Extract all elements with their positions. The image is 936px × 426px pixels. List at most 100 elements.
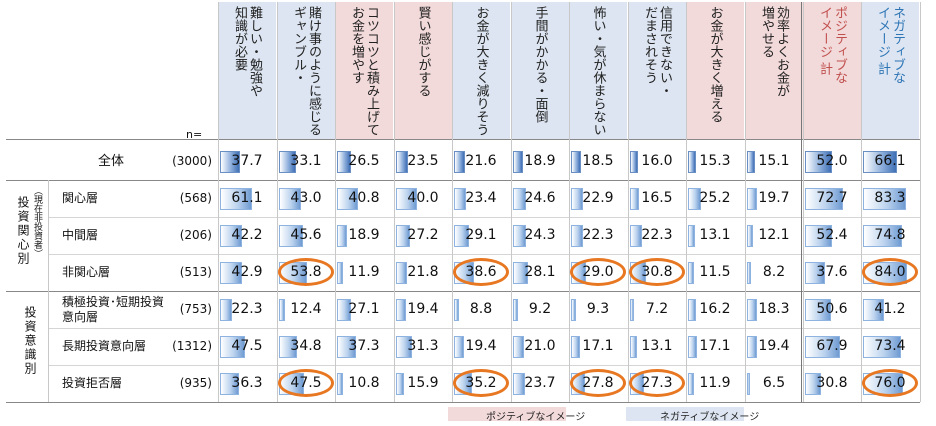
value-bar xyxy=(863,336,902,358)
group-label-line xyxy=(48,180,49,402)
n-header: n= xyxy=(186,128,203,141)
value-bar xyxy=(396,151,409,173)
value-bar xyxy=(513,225,526,247)
column-header-bg-0 xyxy=(218,2,276,139)
value-label: 37.7 xyxy=(231,153,263,169)
col-line-0 xyxy=(218,2,219,402)
value-bar xyxy=(454,299,459,321)
value-label: 27.2 xyxy=(407,227,439,243)
value-label: 15.3 xyxy=(699,153,731,169)
value-label: 15.9 xyxy=(407,375,439,391)
column-header-bg-7 xyxy=(628,2,686,139)
value-label: 74.8 xyxy=(874,227,906,243)
value-label: 8.8 xyxy=(469,301,493,317)
value-label: 19.4 xyxy=(758,338,790,354)
col-line-9 xyxy=(745,2,746,402)
total-divider xyxy=(6,180,920,181)
value-label: 21.0 xyxy=(524,338,556,354)
value-label: 16.0 xyxy=(641,153,673,169)
value-bar xyxy=(513,188,526,210)
value-label: 26.5 xyxy=(348,153,380,169)
value-bar xyxy=(220,262,243,284)
column-header-5: 手間がかかる・面倒 xyxy=(532,6,548,123)
value-label: 13.1 xyxy=(641,338,673,354)
value-bar xyxy=(337,373,343,395)
value-label: 22.3 xyxy=(231,301,263,317)
value-label: 17.1 xyxy=(699,338,731,354)
value-label: 9.3 xyxy=(586,301,610,317)
value-label: 17.1 xyxy=(582,338,614,354)
value-bar xyxy=(805,151,833,173)
value-bar xyxy=(396,373,405,395)
row-n: (753) xyxy=(179,302,212,316)
value-label: 50.6 xyxy=(816,301,848,317)
legend-positive-swatch xyxy=(448,407,566,421)
highlight-circle xyxy=(453,258,509,286)
value-bar xyxy=(863,188,907,210)
group-label-interest: 投資関心別 xyxy=(16,196,30,266)
row-n: (206) xyxy=(179,228,212,242)
value-bar xyxy=(337,262,344,284)
row-label: 積極投資･短期投資 意向層 xyxy=(62,295,165,324)
row-line-a0 xyxy=(48,217,920,218)
highlight-circle xyxy=(453,369,509,397)
value-label: 67.9 xyxy=(816,338,848,354)
value-bar xyxy=(337,336,357,358)
value-label: 11.5 xyxy=(699,264,731,280)
value-bar xyxy=(571,151,581,173)
value-label: 16.5 xyxy=(641,190,673,206)
row-label: 長期投資意向層 xyxy=(62,339,147,353)
value-bar xyxy=(571,225,583,247)
value-bar xyxy=(279,299,286,321)
value-bar xyxy=(279,188,302,210)
value-label: 37.3 xyxy=(348,338,380,354)
column-header-bg-9 xyxy=(745,2,803,139)
value-bar xyxy=(805,188,843,210)
highlight-circle xyxy=(862,258,918,286)
column-header-bg-5 xyxy=(511,2,569,139)
column-header-bg-1 xyxy=(277,2,335,139)
value-label: 23.4 xyxy=(465,190,497,206)
value-label: 30.8 xyxy=(816,375,848,391)
value-label: 66.1 xyxy=(874,153,906,169)
col-line-5 xyxy=(511,2,512,402)
value-bar xyxy=(337,225,347,247)
value-label: 36.3 xyxy=(231,375,263,391)
value-label: 40.0 xyxy=(407,190,439,206)
legend-negative-swatch xyxy=(626,407,744,421)
value-bar xyxy=(688,262,694,284)
value-label: 23.7 xyxy=(524,375,556,391)
value-bar xyxy=(279,151,297,173)
value-bar xyxy=(220,336,245,358)
value-bar xyxy=(747,188,758,210)
value-bar xyxy=(513,299,518,321)
column-header-2: コツコツと積み上げて お金を増やす xyxy=(349,6,379,136)
value-label: 19.4 xyxy=(465,338,497,354)
row-label: 投資拒否層 xyxy=(62,376,123,390)
value-label: 6.5 xyxy=(762,375,786,391)
value-bar xyxy=(513,373,526,395)
value-bar xyxy=(863,151,898,173)
column-header-bg-11 xyxy=(861,2,919,139)
value-label: 16.2 xyxy=(699,301,731,317)
value-label: 19.7 xyxy=(758,190,790,206)
col-line-10 xyxy=(803,2,804,402)
value-label: 27.1 xyxy=(348,301,380,317)
column-header-11: ネガティブな イメージ 計 xyxy=(875,6,905,84)
value-bar xyxy=(396,262,408,284)
row-label: 非関心層 xyxy=(62,265,111,279)
value-bar xyxy=(630,225,642,247)
value-bar xyxy=(630,188,639,210)
value-bar xyxy=(454,336,465,358)
highlight-circle xyxy=(862,369,918,397)
row-line-a1 xyxy=(48,254,920,255)
value-bar xyxy=(279,225,303,247)
value-bar xyxy=(454,151,466,173)
value-label: 18.5 xyxy=(582,153,614,169)
value-label: 22.3 xyxy=(582,227,614,243)
value-label: 28.1 xyxy=(524,264,556,280)
value-label: 73.4 xyxy=(874,338,906,354)
value-bar xyxy=(747,151,755,173)
value-label: 52.0 xyxy=(816,153,848,169)
value-bar xyxy=(454,225,470,247)
